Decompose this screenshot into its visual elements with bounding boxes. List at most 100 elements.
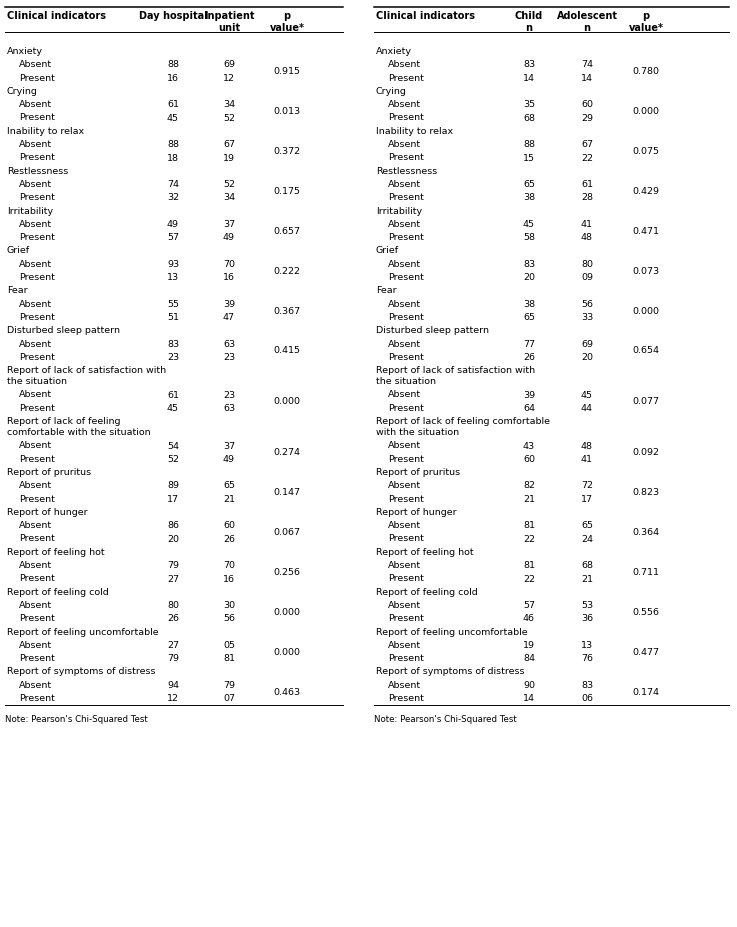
Text: Present: Present [388, 153, 424, 162]
Text: 81: 81 [223, 654, 235, 664]
Text: 54: 54 [167, 441, 179, 451]
Text: Report of lack of feeling: Report of lack of feeling [7, 417, 121, 426]
Text: 0.256: 0.256 [273, 568, 301, 577]
Text: Irritability: Irritability [7, 207, 53, 216]
Text: Present: Present [19, 404, 55, 413]
Text: Inability to relax: Inability to relax [376, 127, 453, 135]
Text: 22: 22 [523, 535, 535, 543]
Text: 68: 68 [581, 561, 593, 570]
Text: Child
n: Child n [515, 11, 543, 32]
Text: 80: 80 [167, 601, 179, 610]
Text: 37: 37 [223, 220, 235, 229]
Text: 43: 43 [523, 441, 535, 451]
Text: Present: Present [388, 273, 424, 282]
Text: Day hospital: Day hospital [139, 11, 207, 21]
Text: comfortable with the situation: comfortable with the situation [7, 428, 150, 438]
Text: 36: 36 [581, 615, 593, 624]
Text: 35: 35 [523, 100, 535, 109]
Text: Absent: Absent [19, 339, 52, 349]
Text: Irritability: Irritability [376, 207, 422, 216]
Text: Crying: Crying [7, 87, 38, 95]
Text: Report of hunger: Report of hunger [7, 508, 88, 517]
Text: 0.463: 0.463 [273, 688, 301, 696]
Text: 24: 24 [581, 535, 593, 543]
Text: Absent: Absent [388, 680, 421, 690]
Text: Absent: Absent [19, 220, 52, 229]
Text: Present: Present [19, 353, 55, 362]
Text: Report of symptoms of distress: Report of symptoms of distress [7, 667, 156, 677]
Text: Absent: Absent [19, 441, 52, 451]
Text: 0.067: 0.067 [273, 528, 301, 537]
Text: 0.147: 0.147 [273, 489, 301, 497]
Text: Absent: Absent [19, 390, 52, 400]
Text: 48: 48 [581, 441, 593, 451]
Text: 57: 57 [167, 234, 179, 242]
Text: 17: 17 [581, 495, 593, 503]
Text: Present: Present [19, 273, 55, 282]
Text: 79: 79 [223, 681, 235, 690]
Text: 07: 07 [223, 694, 235, 704]
Text: 20: 20 [581, 353, 593, 362]
Text: 39: 39 [223, 299, 235, 309]
Text: 38: 38 [523, 299, 535, 309]
Text: 74: 74 [581, 60, 593, 70]
Text: 14: 14 [523, 694, 535, 704]
Text: Absent: Absent [388, 561, 421, 570]
Text: 12: 12 [223, 74, 235, 83]
Text: 83: 83 [523, 260, 535, 269]
Text: Report of feeling cold: Report of feeling cold [376, 588, 478, 597]
Text: 49: 49 [167, 220, 179, 229]
Text: 60: 60 [223, 521, 235, 530]
Text: 0.075: 0.075 [632, 146, 660, 156]
Text: Report of feeling uncomfortable: Report of feeling uncomfortable [376, 628, 528, 637]
Text: 77: 77 [523, 340, 535, 349]
Text: 70: 70 [223, 260, 235, 269]
Text: 06: 06 [581, 694, 593, 704]
Text: 0.175: 0.175 [273, 187, 301, 196]
Text: 88: 88 [523, 140, 535, 149]
Text: 89: 89 [167, 481, 179, 490]
Text: 61: 61 [167, 390, 179, 400]
Text: 79: 79 [167, 654, 179, 664]
Text: Inpatient
unit: Inpatient unit [203, 11, 254, 32]
Text: Absent: Absent [19, 641, 52, 650]
Text: 65: 65 [523, 313, 535, 323]
Text: Anxiety: Anxiety [7, 47, 43, 56]
Text: Present: Present [388, 313, 424, 322]
Text: 0.364: 0.364 [632, 528, 660, 537]
Text: 83: 83 [167, 340, 179, 349]
Text: 0.429: 0.429 [632, 187, 660, 196]
Text: 34: 34 [223, 194, 235, 202]
Text: Present: Present [19, 73, 55, 83]
Text: Absent: Absent [388, 339, 421, 349]
Text: 16: 16 [167, 74, 179, 83]
Text: Restlessness: Restlessness [7, 167, 69, 176]
Text: 26: 26 [223, 535, 235, 543]
Text: 21: 21 [523, 495, 535, 503]
Text: Present: Present [19, 495, 55, 503]
Text: Absent: Absent [19, 60, 52, 70]
Text: Present: Present [19, 194, 55, 202]
Text: 63: 63 [223, 404, 235, 413]
Text: 38: 38 [523, 194, 535, 202]
Text: 0.077: 0.077 [632, 398, 660, 406]
Text: Grief: Grief [376, 247, 399, 256]
Text: 45: 45 [581, 390, 593, 400]
Text: 68: 68 [523, 114, 535, 122]
Text: 56: 56 [223, 615, 235, 624]
Text: the situation: the situation [7, 377, 67, 387]
Text: Note: Pearson's Chi-Squared Test: Note: Pearson's Chi-Squared Test [5, 716, 147, 724]
Text: 0.000: 0.000 [632, 307, 660, 315]
Text: 15: 15 [523, 154, 535, 162]
Text: 52: 52 [223, 180, 235, 189]
Text: 45: 45 [523, 220, 535, 229]
Text: Absent: Absent [388, 100, 421, 109]
Text: 0.000: 0.000 [273, 608, 301, 616]
Text: Present: Present [19, 234, 55, 242]
Text: 65: 65 [581, 521, 593, 530]
Text: 0.000: 0.000 [273, 648, 301, 656]
Text: Absent: Absent [19, 299, 52, 309]
Text: 0.657: 0.657 [273, 227, 301, 235]
Text: the situation: the situation [376, 377, 436, 387]
Text: 82: 82 [523, 481, 535, 490]
